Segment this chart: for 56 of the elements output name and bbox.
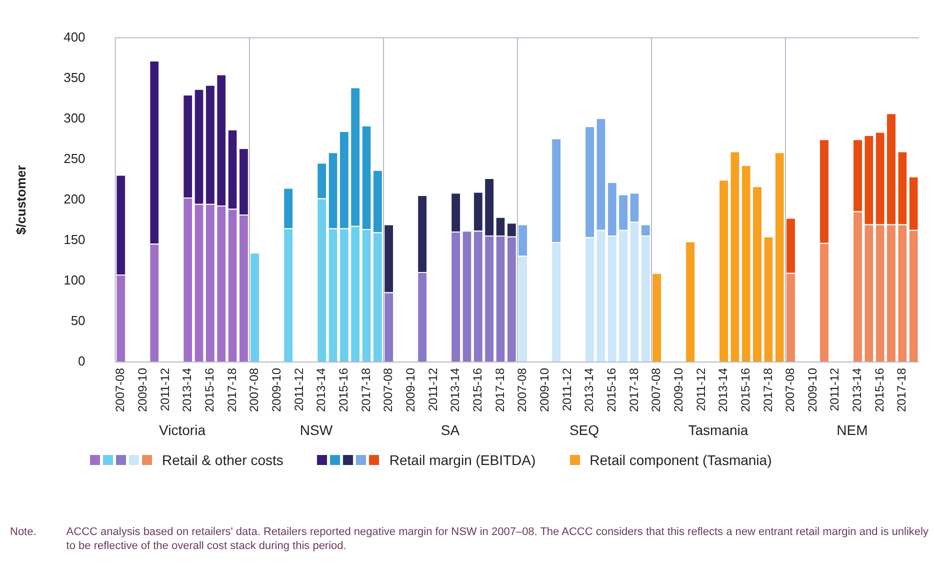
x-tick-label: 2015-16 — [202, 368, 217, 412]
y-tick-label: 200 — [64, 191, 86, 206]
x-tick-label: 2017-18 — [760, 368, 775, 412]
x-tick-label: 2013-14 — [716, 368, 730, 412]
x-tick-label: 2009-10 — [537, 368, 552, 412]
x-tick-label: 2011-12 — [292, 368, 306, 412]
x-tick-label: 2009-10 — [671, 368, 686, 412]
x-tick-label: 2007-08 — [247, 368, 262, 412]
legend-label: Retail component (Tasmania) — [590, 452, 772, 468]
text: NEM — [836, 422, 868, 438]
y-axis-title: $/customer — [13, 165, 28, 235]
x-tick-label: 2011-12 — [158, 368, 172, 412]
text: Victoria — [159, 422, 206, 438]
x-tick-label: 2013-14 — [180, 368, 194, 412]
y-tick-label: 50 — [70, 313, 86, 328]
y-tick-label: 400 — [64, 29, 86, 44]
y-tick-label: 350 — [64, 70, 86, 85]
x-tick-label: 2007-08 — [113, 368, 128, 412]
x-tick-label: 2015-16 — [738, 368, 752, 412]
y-tick-label: 0 — [78, 354, 86, 369]
x-tick-label: 2015-16 — [336, 368, 350, 412]
x-tick-label: 2007-08 — [649, 368, 664, 412]
x-tick-label: 2009-10 — [805, 368, 820, 412]
x-tick-label: 2011-12 — [426, 368, 440, 412]
x-tick-label: 2015-16 — [470, 368, 484, 412]
x-tick-label: 2017-18 — [492, 368, 507, 412]
legend-label: Retail & other costs — [162, 452, 284, 468]
y-tick-label: 250 — [64, 150, 86, 166]
x-tick-label: 2009-10 — [269, 368, 284, 412]
x-tick-label: 2007-08 — [381, 368, 396, 412]
x-tick-label: 2017-18 — [894, 368, 909, 412]
x-tick-label: 2011-12 — [828, 368, 842, 412]
text: SA — [440, 422, 460, 438]
x-tick-label: 2017-18 — [358, 368, 373, 412]
x-tick-label: 2009-10 — [136, 368, 150, 412]
x-tick-label: 2013-14 — [314, 368, 328, 412]
text: NSW — [300, 422, 334, 438]
x-tick-label: 2007-08 — [783, 368, 798, 412]
x-tick-label: 2017-18 — [626, 368, 641, 412]
text: Note. ACCC analysis based on retailers' data. Retailers reported negative margin for NSW in 2007–08. The ACCC considers that this reflects a new entrant retail margin and is unlikely to be reflective of the overall cost stack during this period. — [10, 526, 928, 552]
legend-label: Retail margin (EBITDA) — [389, 452, 536, 468]
x-tick-label: 2009-10 — [403, 368, 418, 412]
text: SEQ — [569, 422, 600, 438]
x-tick-label: 2007-08 — [515, 368, 530, 412]
x-tick-label: 2015-16 — [872, 368, 886, 412]
x-tick-label: 2013-14 — [448, 368, 462, 412]
x-tick-label: 2015-16 — [604, 368, 618, 412]
y-tick-label: 100 — [64, 272, 86, 288]
x-tick-label: 2013-14 — [850, 368, 864, 412]
x-tick-label: 2017-18 — [224, 368, 239, 412]
text: Tasmania — [688, 422, 748, 438]
y-tick-label: 300 — [64, 110, 86, 126]
y-tick-label: 150 — [64, 232, 86, 247]
x-tick-label: 2011-12 — [560, 368, 574, 412]
x-tick-label: 2011-12 — [694, 368, 708, 412]
x-tick-label: 2013-14 — [582, 368, 596, 412]
